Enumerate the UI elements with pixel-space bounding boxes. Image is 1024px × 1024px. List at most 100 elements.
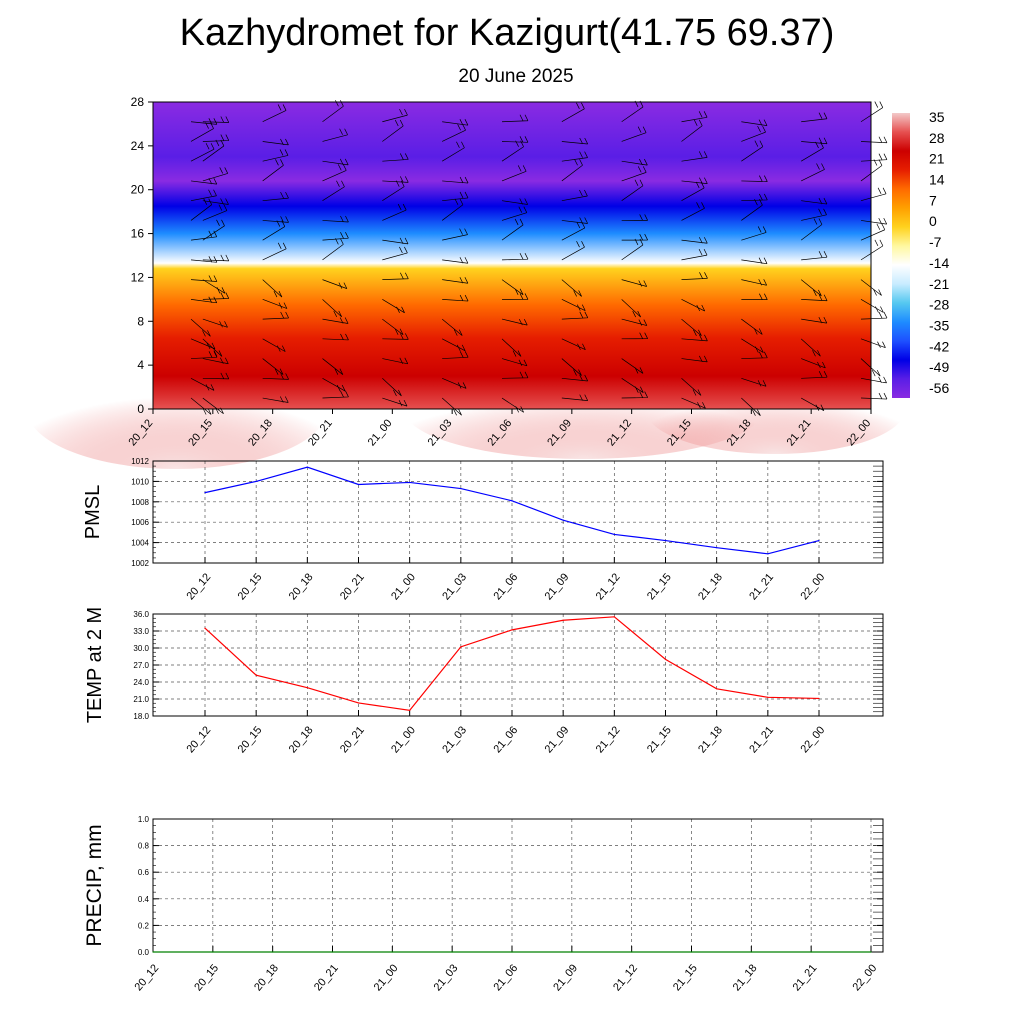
x-tick-label: 20_21 xyxy=(338,724,367,755)
wind-barb xyxy=(860,338,886,348)
wind-barb xyxy=(322,158,349,166)
precip-panel: 0.0 0.2 0.4 0.6 0.8 1.0 20_12 20_15 20_18 20_21 21… xyxy=(83,815,884,993)
data-point xyxy=(511,951,513,953)
y-tick-label: 0.8 xyxy=(138,842,150,851)
wind-barb xyxy=(202,198,229,205)
wind-barb xyxy=(501,358,528,367)
data-point xyxy=(460,646,462,648)
colorbar-scale xyxy=(892,113,910,398)
wind-barb xyxy=(801,316,828,324)
x-tick-label: 20_18 xyxy=(252,962,281,993)
y-tick-label: 24 xyxy=(131,139,145,153)
data-point xyxy=(511,500,513,502)
wind-barbs xyxy=(190,100,888,416)
wind-barb xyxy=(322,215,349,223)
wind-barb xyxy=(801,137,828,145)
data-point xyxy=(767,696,769,698)
x-tick-label: 20_15 xyxy=(236,724,265,755)
x-tick-label: 20_18 xyxy=(287,571,316,602)
data-point xyxy=(409,709,411,711)
wind-barb xyxy=(501,338,522,357)
wind-barb xyxy=(501,279,524,296)
wind-barb xyxy=(190,143,215,162)
wind-barb xyxy=(801,294,828,302)
wind-barb xyxy=(800,338,821,357)
y-tick-label: 1008 xyxy=(131,498,149,507)
wind-barb xyxy=(561,299,586,311)
data-point xyxy=(870,951,872,953)
colorbar-label: -56 xyxy=(929,380,949,396)
data-point xyxy=(562,619,564,621)
wind-barb xyxy=(382,153,409,162)
wind-barb xyxy=(621,391,648,399)
wind-barb xyxy=(262,149,289,162)
wind-barb xyxy=(561,189,588,202)
wind-barb xyxy=(681,397,706,409)
wind-barb xyxy=(382,272,409,280)
data-point xyxy=(818,539,820,542)
x-tick-label: 21_21 xyxy=(747,724,776,755)
wind-barb xyxy=(382,378,402,397)
wind-barb xyxy=(322,333,349,341)
x-tick-label: 21_21 xyxy=(791,962,820,993)
x-tick-label: 20_12 xyxy=(132,962,161,993)
wind-barb xyxy=(561,358,582,376)
x-tick-label: 21_03 xyxy=(440,724,469,755)
wind-barb xyxy=(741,338,764,353)
data-point xyxy=(357,702,360,704)
wind-barb xyxy=(501,293,529,300)
wind-barb xyxy=(561,217,588,224)
colorbar-label: 21 xyxy=(929,151,945,167)
wind-barb xyxy=(561,137,589,145)
x-tick-label: 21_18 xyxy=(731,962,760,993)
wind-barb xyxy=(860,392,888,400)
data-point xyxy=(451,951,453,953)
wind-barb xyxy=(190,377,215,391)
wind-barb xyxy=(621,233,648,241)
wind-barb xyxy=(681,111,708,123)
wind-barb xyxy=(741,318,763,335)
wind-barb xyxy=(741,279,768,286)
wind-barb xyxy=(442,351,469,359)
wind-barb xyxy=(322,358,344,375)
wind-barb xyxy=(190,351,218,359)
y-tick-label: 0.2 xyxy=(138,921,150,930)
wind-barb xyxy=(860,223,886,241)
wind-barb xyxy=(202,254,230,262)
wind-barb xyxy=(801,371,828,379)
wind-barb xyxy=(621,214,648,221)
x-tick-label: 20_15 xyxy=(236,571,265,602)
data-point xyxy=(664,539,667,542)
wind-barb xyxy=(741,257,768,265)
colorbar-label: 0 xyxy=(929,213,937,229)
data-point xyxy=(212,951,214,953)
x-tick-label: 22_00 xyxy=(850,962,879,993)
x-tick-label: 21_00 xyxy=(389,724,418,755)
wind-barb xyxy=(860,376,887,384)
wind-barb xyxy=(202,204,228,221)
wind-barb xyxy=(262,299,288,309)
wind-barb xyxy=(441,397,462,416)
colorbar-label: -14 xyxy=(929,255,949,271)
data-point xyxy=(716,688,718,690)
wind-barb xyxy=(621,358,644,374)
x-tick-label: 21_18 xyxy=(696,571,725,602)
data-point xyxy=(152,951,154,953)
x-tick-label: 21_06 xyxy=(491,962,520,993)
wind-barb xyxy=(681,237,708,244)
wind-barb xyxy=(382,397,408,407)
y-tick-label: 16 xyxy=(131,227,145,241)
y-tick-label: 0.0 xyxy=(138,948,150,957)
wind-barb xyxy=(681,378,702,396)
colorbar-label: -42 xyxy=(929,338,949,354)
y-tick-label: 21.0 xyxy=(133,695,149,704)
data-point xyxy=(255,480,257,482)
wind-barb xyxy=(442,228,468,241)
y-tick-label: 1010 xyxy=(131,477,149,486)
colorbar-label: 35 xyxy=(929,109,945,125)
y-tick-label: 27.0 xyxy=(133,661,149,670)
wind-barb xyxy=(501,136,529,143)
x-tick-label: 21_12 xyxy=(594,724,623,755)
wind-barb xyxy=(860,217,888,225)
wind-barb xyxy=(681,299,706,312)
